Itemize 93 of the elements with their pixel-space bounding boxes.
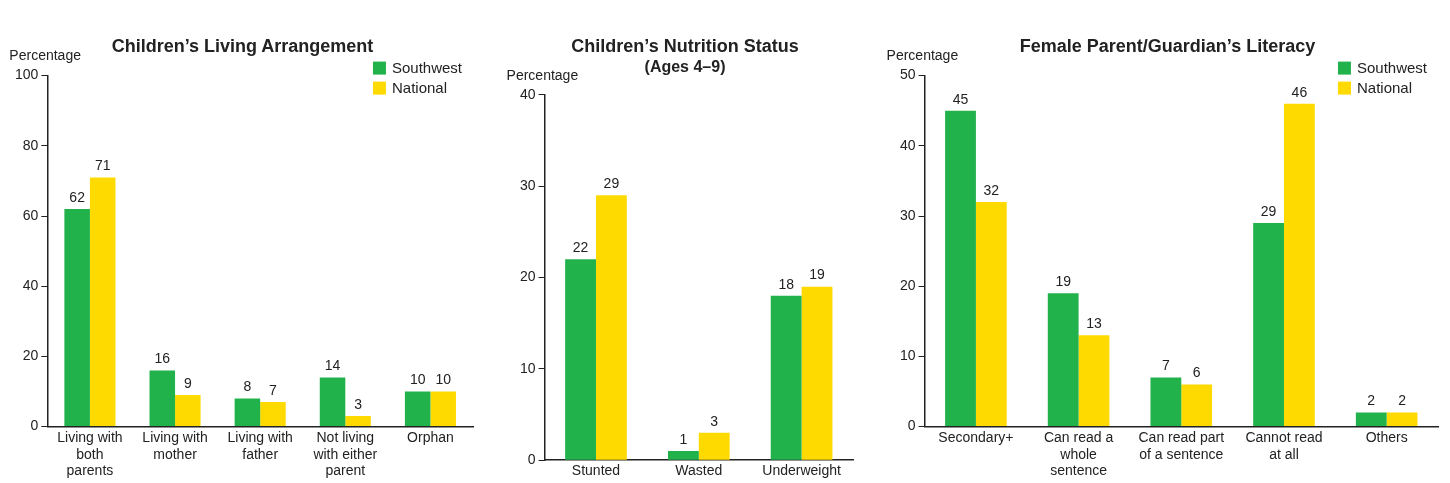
bar [89, 177, 116, 427]
legend-label: Southwest [391, 58, 463, 76]
data-label: 7 [269, 381, 278, 398]
chart-title: Children’s Living Arrangement [111, 35, 374, 56]
bar [667, 451, 699, 460]
y-tick-label: 40 [899, 136, 916, 153]
chart-subtitle: (Ages 4–9) [644, 57, 726, 75]
data-label: 14 [324, 357, 341, 374]
x-tick-label: Living with both parents [57, 428, 123, 479]
y-tick-label: 50 [899, 66, 916, 83]
bar [801, 286, 833, 460]
legend-label: National [391, 78, 448, 96]
bar [430, 391, 456, 427]
x-tick-label: Cannot read at all [1245, 428, 1323, 462]
data-label: 18 [778, 275, 795, 292]
x-tick-label: Can read part of a sentence [1138, 428, 1225, 462]
chart-title: Female Parent/Guardian’s Literacy [1019, 35, 1316, 56]
bar [260, 402, 286, 427]
x-tick-label: Wasted [675, 462, 723, 479]
y-tick-label: 100 [15, 66, 39, 83]
y-tick-label: 60 [22, 206, 39, 223]
data-label: 1 [679, 430, 688, 447]
data-label: 8 [243, 378, 252, 395]
bar [149, 370, 176, 427]
data-label: 9 [183, 374, 192, 391]
y-tick-label: 30 [519, 177, 536, 194]
y-tick-label: 0 [527, 451, 536, 468]
y-axis-title: Percentage [506, 66, 579, 83]
x-tick-label: Not living with either parent [312, 428, 378, 479]
data-label: 22 [572, 239, 589, 256]
bar [234, 398, 261, 427]
data-label: 29 [603, 175, 620, 192]
data-label: 3 [354, 395, 363, 412]
chart-title: Children’s Nutrition Status [571, 35, 799, 56]
data-label: 71 [94, 157, 111, 174]
bar [1386, 412, 1418, 427]
data-label: 13 [1086, 315, 1102, 332]
x-tick-label: Underweight [762, 462, 841, 479]
y-tick-label: 30 [899, 206, 916, 223]
data-label: 6 [1192, 364, 1201, 381]
y-tick-label: 0 [30, 417, 39, 434]
y-tick-label: 80 [22, 136, 39, 153]
y-tick-label: 40 [519, 85, 536, 102]
bar [770, 295, 802, 460]
bar [1078, 335, 1110, 427]
y-tick-label: 10 [519, 359, 536, 376]
legend-label: National [1356, 78, 1413, 96]
x-tick-label: Living with father [227, 428, 293, 462]
data-label: 19 [1055, 273, 1072, 290]
y-tick-label: 10 [899, 347, 916, 364]
x-tick-label: Stunted [571, 462, 621, 479]
bar [975, 201, 1007, 427]
bar [1355, 412, 1387, 427]
bar [404, 391, 431, 427]
data-label: 7 [1161, 357, 1170, 374]
data-label: 16 [154, 350, 171, 367]
data-label: 46 [1291, 83, 1308, 100]
data-label: 19 [809, 266, 826, 283]
data-label: 10 [409, 371, 426, 388]
bar [945, 110, 976, 427]
bar [64, 208, 90, 427]
bar [565, 259, 596, 460]
data-label: 10 [435, 371, 452, 388]
x-tick-label: Orphan [407, 428, 454, 445]
bar [175, 395, 201, 427]
y-axis-title: Percentage [9, 47, 82, 64]
data-label: 62 [69, 188, 86, 205]
x-tick-label: Can read a whole sentence [1043, 428, 1114, 479]
data-label: 2 [1398, 392, 1407, 409]
y-tick-label: 40 [22, 277, 39, 294]
y-tick-label: 20 [519, 268, 536, 285]
data-label: 3 [710, 412, 719, 429]
x-tick-label: Secondary+ [938, 428, 1014, 445]
bar [595, 195, 627, 460]
legend-label: Southwest [1356, 58, 1428, 76]
bar [1283, 103, 1315, 427]
data-label: 32 [983, 181, 1000, 198]
bar [1253, 223, 1284, 427]
x-tick-label: Living with mother [142, 428, 208, 462]
bar [345, 416, 371, 427]
data-label: 2 [1367, 392, 1376, 409]
bar [1150, 377, 1182, 427]
bar [319, 377, 346, 427]
bar [1181, 384, 1213, 427]
data-label: 45 [952, 90, 969, 107]
y-tick-label: 20 [899, 277, 916, 294]
y-axis-title: Percentage [886, 47, 959, 64]
y-tick-label: 20 [22, 347, 39, 364]
bar [698, 432, 730, 460]
data-label: 29 [1260, 202, 1277, 219]
x-tick-label: Others [1365, 428, 1408, 445]
bar [1047, 293, 1079, 427]
y-tick-label: 0 [907, 417, 916, 434]
